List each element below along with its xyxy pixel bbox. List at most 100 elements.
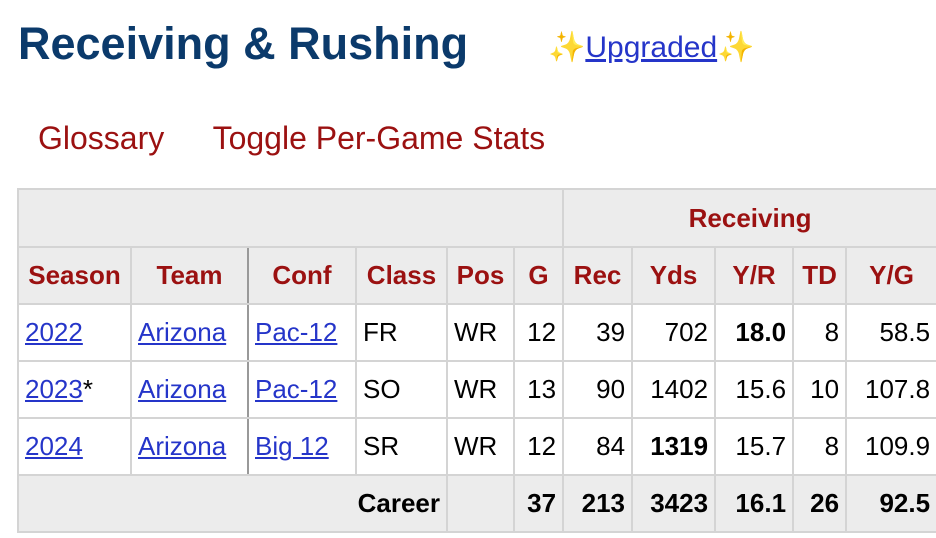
cell: 12 xyxy=(512,303,565,362)
cell: WR xyxy=(446,360,515,419)
cell: 107.8 xyxy=(845,360,936,419)
cell: Pac-12 xyxy=(247,303,357,362)
cell: 2022 xyxy=(17,303,132,362)
cell-text: 107.8 xyxy=(864,374,931,404)
header-cell xyxy=(16,188,565,248)
cell-text: SR xyxy=(363,431,400,461)
cell-text: FR xyxy=(363,317,398,347)
data-row: 2022 Arizona Pac-12 FR WR 12 39 702 18.0 8 58.5 xyxy=(17,303,936,362)
cell-text: 15.6 xyxy=(735,374,787,404)
sparkle: ✨ xyxy=(717,31,755,64)
cell-text: 1402 xyxy=(650,374,709,404)
group-header-row: Receiving xyxy=(16,188,936,248)
cell: FR xyxy=(355,303,448,362)
data-row: 2024 Arizona Big 12 SR WR 12 84 1319 15.7 8 109.9 xyxy=(17,417,936,476)
cell-text: SO xyxy=(363,374,401,404)
link-bar: Glossary Toggle Per-Game Stats xyxy=(38,120,585,157)
cell: 15.6 xyxy=(714,360,795,419)
column-header: Y/R xyxy=(714,246,795,305)
career-label: Career xyxy=(17,474,448,533)
column-header: Team xyxy=(130,246,249,305)
career-cell: 16.1 xyxy=(714,474,795,533)
cell: 109.9 xyxy=(845,417,936,476)
cell-text: 1319 xyxy=(650,431,709,461)
cell: Big 12 xyxy=(247,417,357,476)
cell-link[interactable]: Arizona xyxy=(138,431,227,461)
career-row: Career 37 213 3423 16.1 26 92.5 xyxy=(17,474,936,533)
cell-text: 84 xyxy=(596,431,626,461)
cell: SR xyxy=(355,417,448,476)
cell-text: 109.9 xyxy=(864,431,931,461)
cell: 13 xyxy=(512,360,565,419)
cell: SO xyxy=(355,360,448,419)
cell-text: WR xyxy=(454,317,498,347)
cell: 8 xyxy=(792,417,848,476)
stats-table: Receiving Season Team Conf Class Pos G Rec Yds Y/… xyxy=(16,188,936,533)
column-header: Pos xyxy=(446,246,515,305)
cell: Arizona xyxy=(130,303,249,362)
cell-text: 90 xyxy=(596,374,626,404)
cell-link[interactable]: Big 12 xyxy=(255,431,329,461)
cell-text: 8 xyxy=(824,431,840,461)
cell: WR xyxy=(446,417,515,476)
cell-link[interactable]: 2022 xyxy=(25,317,83,347)
career-cell: 3423 xyxy=(631,474,717,533)
cell-link[interactable]: Arizona xyxy=(138,374,227,404)
cell: 18.0 xyxy=(714,303,795,362)
data-row: 2023* Arizona Pac-12 SO WR 13 90 1402 15.6 10 107.… xyxy=(17,360,936,419)
cell: Pac-12 xyxy=(247,360,357,419)
cell: 1319 xyxy=(631,417,717,476)
cell: Arizona xyxy=(130,360,249,419)
group-header: Receiving xyxy=(562,188,936,248)
cell: Arizona xyxy=(130,417,249,476)
cell-text: 8 xyxy=(824,317,840,347)
cell: 2023* xyxy=(17,360,132,419)
cell-text: 12 xyxy=(527,317,557,347)
upgraded-link[interactable]: Upgraded xyxy=(585,31,718,64)
cell-text: 15.7 xyxy=(735,431,787,461)
toggle-link[interactable]: Toggle Per-Game Stats xyxy=(212,120,546,156)
cell-link[interactable]: Arizona xyxy=(138,317,227,347)
career-cell: 92.5 xyxy=(845,474,936,533)
cell-text: WR xyxy=(454,431,498,461)
sparkle: ✨ xyxy=(548,31,586,64)
cell: 2024 xyxy=(17,417,132,476)
column-header: TD xyxy=(792,246,848,305)
cell-text: 12 xyxy=(527,431,557,461)
career-cell: 213 xyxy=(562,474,634,533)
cell: 1402 xyxy=(631,360,717,419)
column-header: Yds xyxy=(631,246,717,305)
cell: 702 xyxy=(631,303,717,362)
glossary-link[interactable]: Glossary xyxy=(38,120,165,156)
cell-text: 13 xyxy=(527,374,557,404)
cell: 8 xyxy=(792,303,848,362)
column-header: Conf xyxy=(247,246,357,305)
cell-text: 10 xyxy=(810,374,840,404)
cell-text: WR xyxy=(454,374,498,404)
cell: 84 xyxy=(562,417,634,476)
column-header: Season xyxy=(17,246,132,305)
column-header: Y/G xyxy=(845,246,936,305)
career-cell: 26 xyxy=(792,474,848,533)
column-header: G xyxy=(512,246,565,305)
cell: 90 xyxy=(562,360,634,419)
cell: 10 xyxy=(792,360,848,419)
cell-text: 18.0 xyxy=(735,317,787,347)
cell-text: 702 xyxy=(664,317,709,347)
cell: 15.7 xyxy=(714,417,795,476)
column-header-row: Season Team Conf Class Pos G Rec Yds Y/R TD Y/G xyxy=(17,246,936,305)
cell: WR xyxy=(446,303,515,362)
cell-note: * xyxy=(82,374,93,404)
cell-link[interactable]: Pac-12 xyxy=(255,317,338,347)
cell-link[interactable]: Pac-12 xyxy=(255,374,338,404)
career-cell: 37 xyxy=(512,474,565,533)
cell-link[interactable]: 2024 xyxy=(25,431,83,461)
cell-link[interactable]: 2023 xyxy=(25,374,83,404)
cell: 12 xyxy=(512,417,565,476)
cell xyxy=(446,474,515,533)
column-header: Class xyxy=(355,246,448,305)
section-title: Receiving & Rushing xyxy=(18,18,469,69)
badge: ✨Upgraded✨ xyxy=(548,30,754,65)
column-header: Rec xyxy=(562,246,634,305)
